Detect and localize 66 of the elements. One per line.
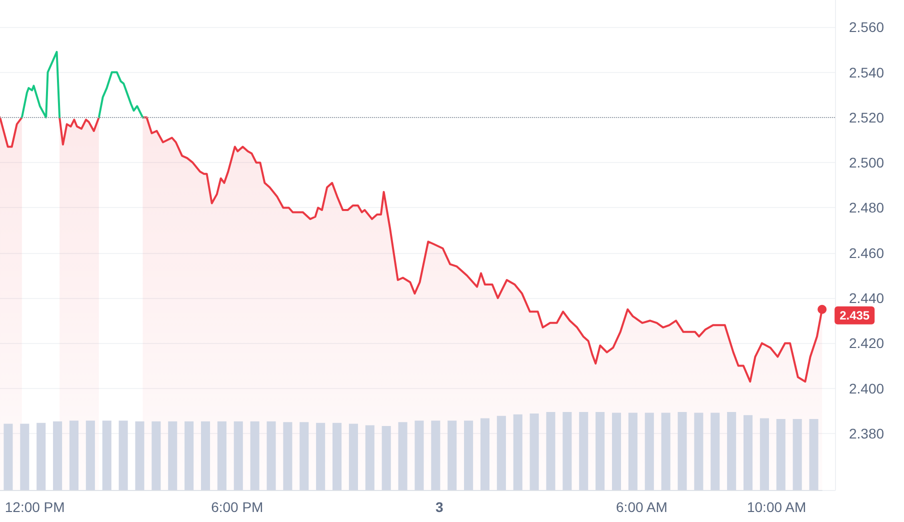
bar — [744, 415, 753, 490]
bar — [316, 422, 326, 490]
bar — [382, 426, 391, 490]
bar — [348, 424, 358, 490]
y-tick-label: 2.400 — [849, 380, 884, 396]
bar — [250, 421, 260, 490]
bar — [464, 420, 474, 490]
x-tick-label: 6:00 PM — [211, 499, 264, 515]
bar — [217, 421, 226, 490]
bar — [86, 420, 95, 490]
bar — [398, 422, 408, 490]
x-tick-label: 10:00 AM — [746, 499, 806, 515]
bar — [448, 420, 457, 490]
bar — [365, 425, 374, 490]
bar — [135, 421, 144, 490]
y-tick-label: 2.380 — [849, 426, 884, 442]
bar — [102, 420, 112, 490]
bar — [118, 420, 128, 490]
x-tick-label: 12:00 PM — [4, 499, 65, 515]
data-label: 2.435 — [840, 308, 870, 322]
bar — [760, 418, 769, 490]
y-tick-label: 2.440 — [849, 290, 884, 306]
bar — [776, 419, 786, 490]
bar — [431, 420, 440, 490]
x-tick-label: 6:00 AM — [616, 499, 668, 515]
bar — [579, 412, 588, 490]
y-tick-label: 2.480 — [849, 200, 884, 216]
bar — [266, 421, 276, 490]
y-tick-label: 2.420 — [849, 335, 884, 352]
bar — [36, 422, 46, 490]
bar — [792, 419, 802, 490]
x-tick-label: 3 — [436, 499, 444, 515]
bar — [727, 412, 736, 490]
bar — [20, 424, 30, 490]
bar — [300, 422, 309, 490]
bar — [53, 421, 62, 490]
bar — [694, 412, 704, 490]
bar — [332, 422, 342, 490]
bar — [612, 412, 622, 490]
bar — [710, 412, 720, 490]
y-tick-label: 2.560 — [849, 19, 884, 36]
bar — [414, 420, 424, 490]
bar — [234, 421, 243, 490]
bar — [513, 414, 522, 490]
bar — [644, 412, 654, 490]
y-tick-label: 2.460 — [849, 244, 884, 261]
bar — [530, 414, 539, 490]
bar — [678, 412, 687, 490]
bar — [69, 420, 78, 490]
bar — [184, 421, 194, 490]
bar — [809, 419, 818, 490]
bar — [596, 412, 605, 490]
bar — [496, 416, 506, 490]
bar — [4, 424, 13, 490]
bar — [168, 421, 178, 490]
bar — [546, 412, 556, 490]
y-tick-label: 2.540 — [849, 64, 884, 80]
bar — [562, 412, 572, 490]
y-tick-label: 2.500 — [849, 154, 884, 171]
bar — [283, 422, 292, 490]
bar — [661, 412, 670, 490]
bar — [628, 412, 638, 490]
bar — [152, 421, 161, 490]
bar — [200, 421, 210, 490]
bar — [480, 418, 490, 490]
y-tick-label: 2.520 — [849, 109, 884, 126]
